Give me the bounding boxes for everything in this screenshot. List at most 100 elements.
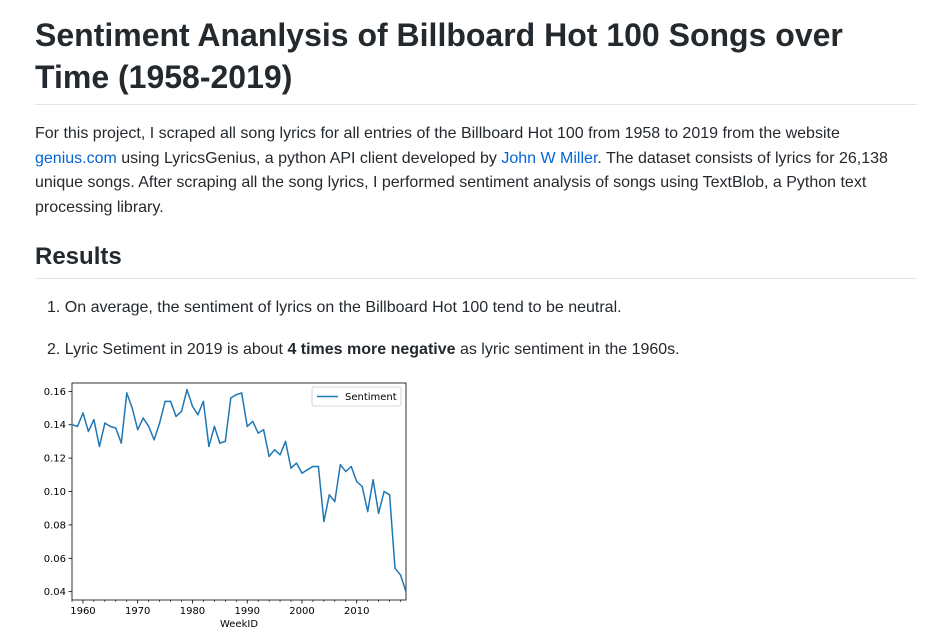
sentiment-point — [219, 442, 221, 444]
sentiment-point — [355, 480, 358, 483]
sentiment-point — [339, 464, 342, 466]
sentiment-point — [345, 470, 347, 473]
sentiment-point — [383, 490, 385, 493]
sentiment-point — [273, 449, 276, 451]
sentiment-point — [284, 440, 287, 443]
sentiment-point — [164, 400, 166, 403]
sentiment-point — [312, 465, 314, 468]
intro-text-2: using LyricsGenius, a python API client … — [116, 149, 502, 167]
y-tick-label: 0.14 — [44, 420, 66, 431]
sentiment-point — [317, 465, 320, 468]
sentiment-point — [142, 417, 144, 419]
x-tick-label: 2010 — [344, 606, 369, 617]
legend-box — [311, 386, 402, 407]
x-tick-label: 1960 — [70, 606, 95, 617]
sentiment-point — [158, 422, 161, 424]
sentiment-point — [295, 462, 298, 464]
sentiment-point — [147, 425, 150, 428]
title-divider — [35, 104, 917, 105]
sentiment-point — [87, 430, 90, 433]
result-item-2-number: 2. — [47, 341, 61, 358]
y-tick-label: 0.04 — [44, 587, 66, 598]
result-item-2-pre: Lyric Setiment in 2019 is about — [64, 341, 288, 358]
sentiment-point — [115, 427, 117, 429]
y-tick-label: 0.10 — [44, 487, 66, 498]
sentiment-point — [240, 392, 243, 394]
sentiment-point — [399, 574, 402, 576]
sentiment-point — [350, 465, 352, 468]
sentiment-point — [388, 494, 391, 496]
sentiment-point — [169, 400, 172, 403]
sentiment-point — [372, 479, 374, 481]
intro-text-1: For this project, I scraped all song lyr… — [35, 125, 840, 142]
sentiment-point — [153, 439, 155, 441]
sentiment-point — [109, 425, 112, 428]
sentiment-point — [366, 510, 369, 513]
y-tick-label: 0.06 — [44, 554, 66, 565]
result-item-1: 1. On average, the sentiment of lyrics o… — [47, 296, 622, 320]
sentiment-point — [93, 418, 95, 421]
result-item-1-text: On average, the sentiment of lyrics on t… — [64, 299, 622, 316]
sentiment-point — [71, 423, 73, 426]
sentiment-point — [82, 412, 84, 414]
sentiment-point — [405, 590, 407, 593]
x-tick-label: 1980 — [180, 606, 205, 617]
sentiment-point — [175, 415, 177, 418]
page-title: Sentiment Ananlysis of Billboard Hot 100… — [35, 17, 843, 95]
sentiment-point — [76, 425, 79, 428]
x-axis-label: WeekID — [220, 619, 258, 630]
sentiment-point — [279, 454, 281, 456]
x-tick-label: 1990 — [234, 606, 259, 617]
result-item-2-bold: 4 times more negative — [287, 341, 456, 358]
y-tick-label: 0.12 — [44, 454, 66, 465]
sentiment-point — [361, 485, 363, 488]
sentiment-point — [191, 405, 194, 408]
result-item-2-post: as lyric sentiment in the 1960s. — [455, 341, 680, 358]
intro-paragraph: For this project, I scraped all song lyr… — [35, 122, 915, 221]
results-heading: Results — [35, 243, 122, 270]
sentiment-point — [186, 388, 188, 391]
sentiment-point — [377, 512, 380, 514]
sentiment-point — [131, 407, 133, 409]
result-item-2: 2. Lyric Setiment in 2019 is about 4 tim… — [47, 338, 680, 362]
sentiment-point — [301, 472, 303, 474]
sentiment-point — [197, 413, 199, 416]
sentiment-line-chart: 0.04 0.06 0.08 0.10 0.12 0.14 0.16 1960 1970 1980… — [44, 382, 407, 630]
sentiment-point — [323, 520, 325, 523]
sentiment-point — [246, 425, 248, 428]
sentiment-point — [120, 442, 123, 444]
results-divider — [35, 278, 917, 279]
x-tick-label: 1970 — [125, 606, 150, 617]
sentiment-point — [306, 469, 309, 471]
result-item-1-number: 1. — [47, 299, 61, 316]
sentiment-point — [136, 428, 139, 431]
genius-link[interactable]: genius.com — [35, 149, 117, 167]
sentiment-point — [257, 432, 259, 434]
x-tick-label: 2000 — [289, 606, 314, 617]
sentiment-point — [202, 400, 205, 403]
sentiment-point — [328, 494, 331, 496]
legend-label-sentiment: Sentiment — [345, 392, 397, 403]
sentiment-point — [251, 420, 254, 423]
sentiment-point — [224, 440, 227, 443]
y-tick-label: 0.08 — [44, 520, 66, 531]
sentiment-point — [262, 428, 265, 431]
sentiment-point — [268, 455, 270, 458]
sentiment-point — [213, 425, 216, 428]
plot-frame — [71, 382, 407, 601]
y-tick-label: 0.16 — [44, 387, 66, 398]
sentiment-point — [235, 393, 238, 396]
sentiment-point — [98, 445, 101, 448]
sentiment-point — [394, 567, 396, 570]
sentiment-point — [334, 500, 336, 503]
sentiment-series-line — [71, 388, 407, 592]
sentiment-point — [290, 467, 292, 469]
sentiment-point — [180, 410, 183, 413]
sentiment-point — [126, 392, 128, 394]
sentiment-point — [230, 397, 232, 399]
intro-text-3: . The dataset consists of lyrics for 26,… — [35, 149, 888, 217]
john-miller-link[interactable]: John W Miller — [501, 149, 598, 167]
sentiment-point — [104, 422, 106, 424]
sentiment-point — [208, 445, 210, 448]
